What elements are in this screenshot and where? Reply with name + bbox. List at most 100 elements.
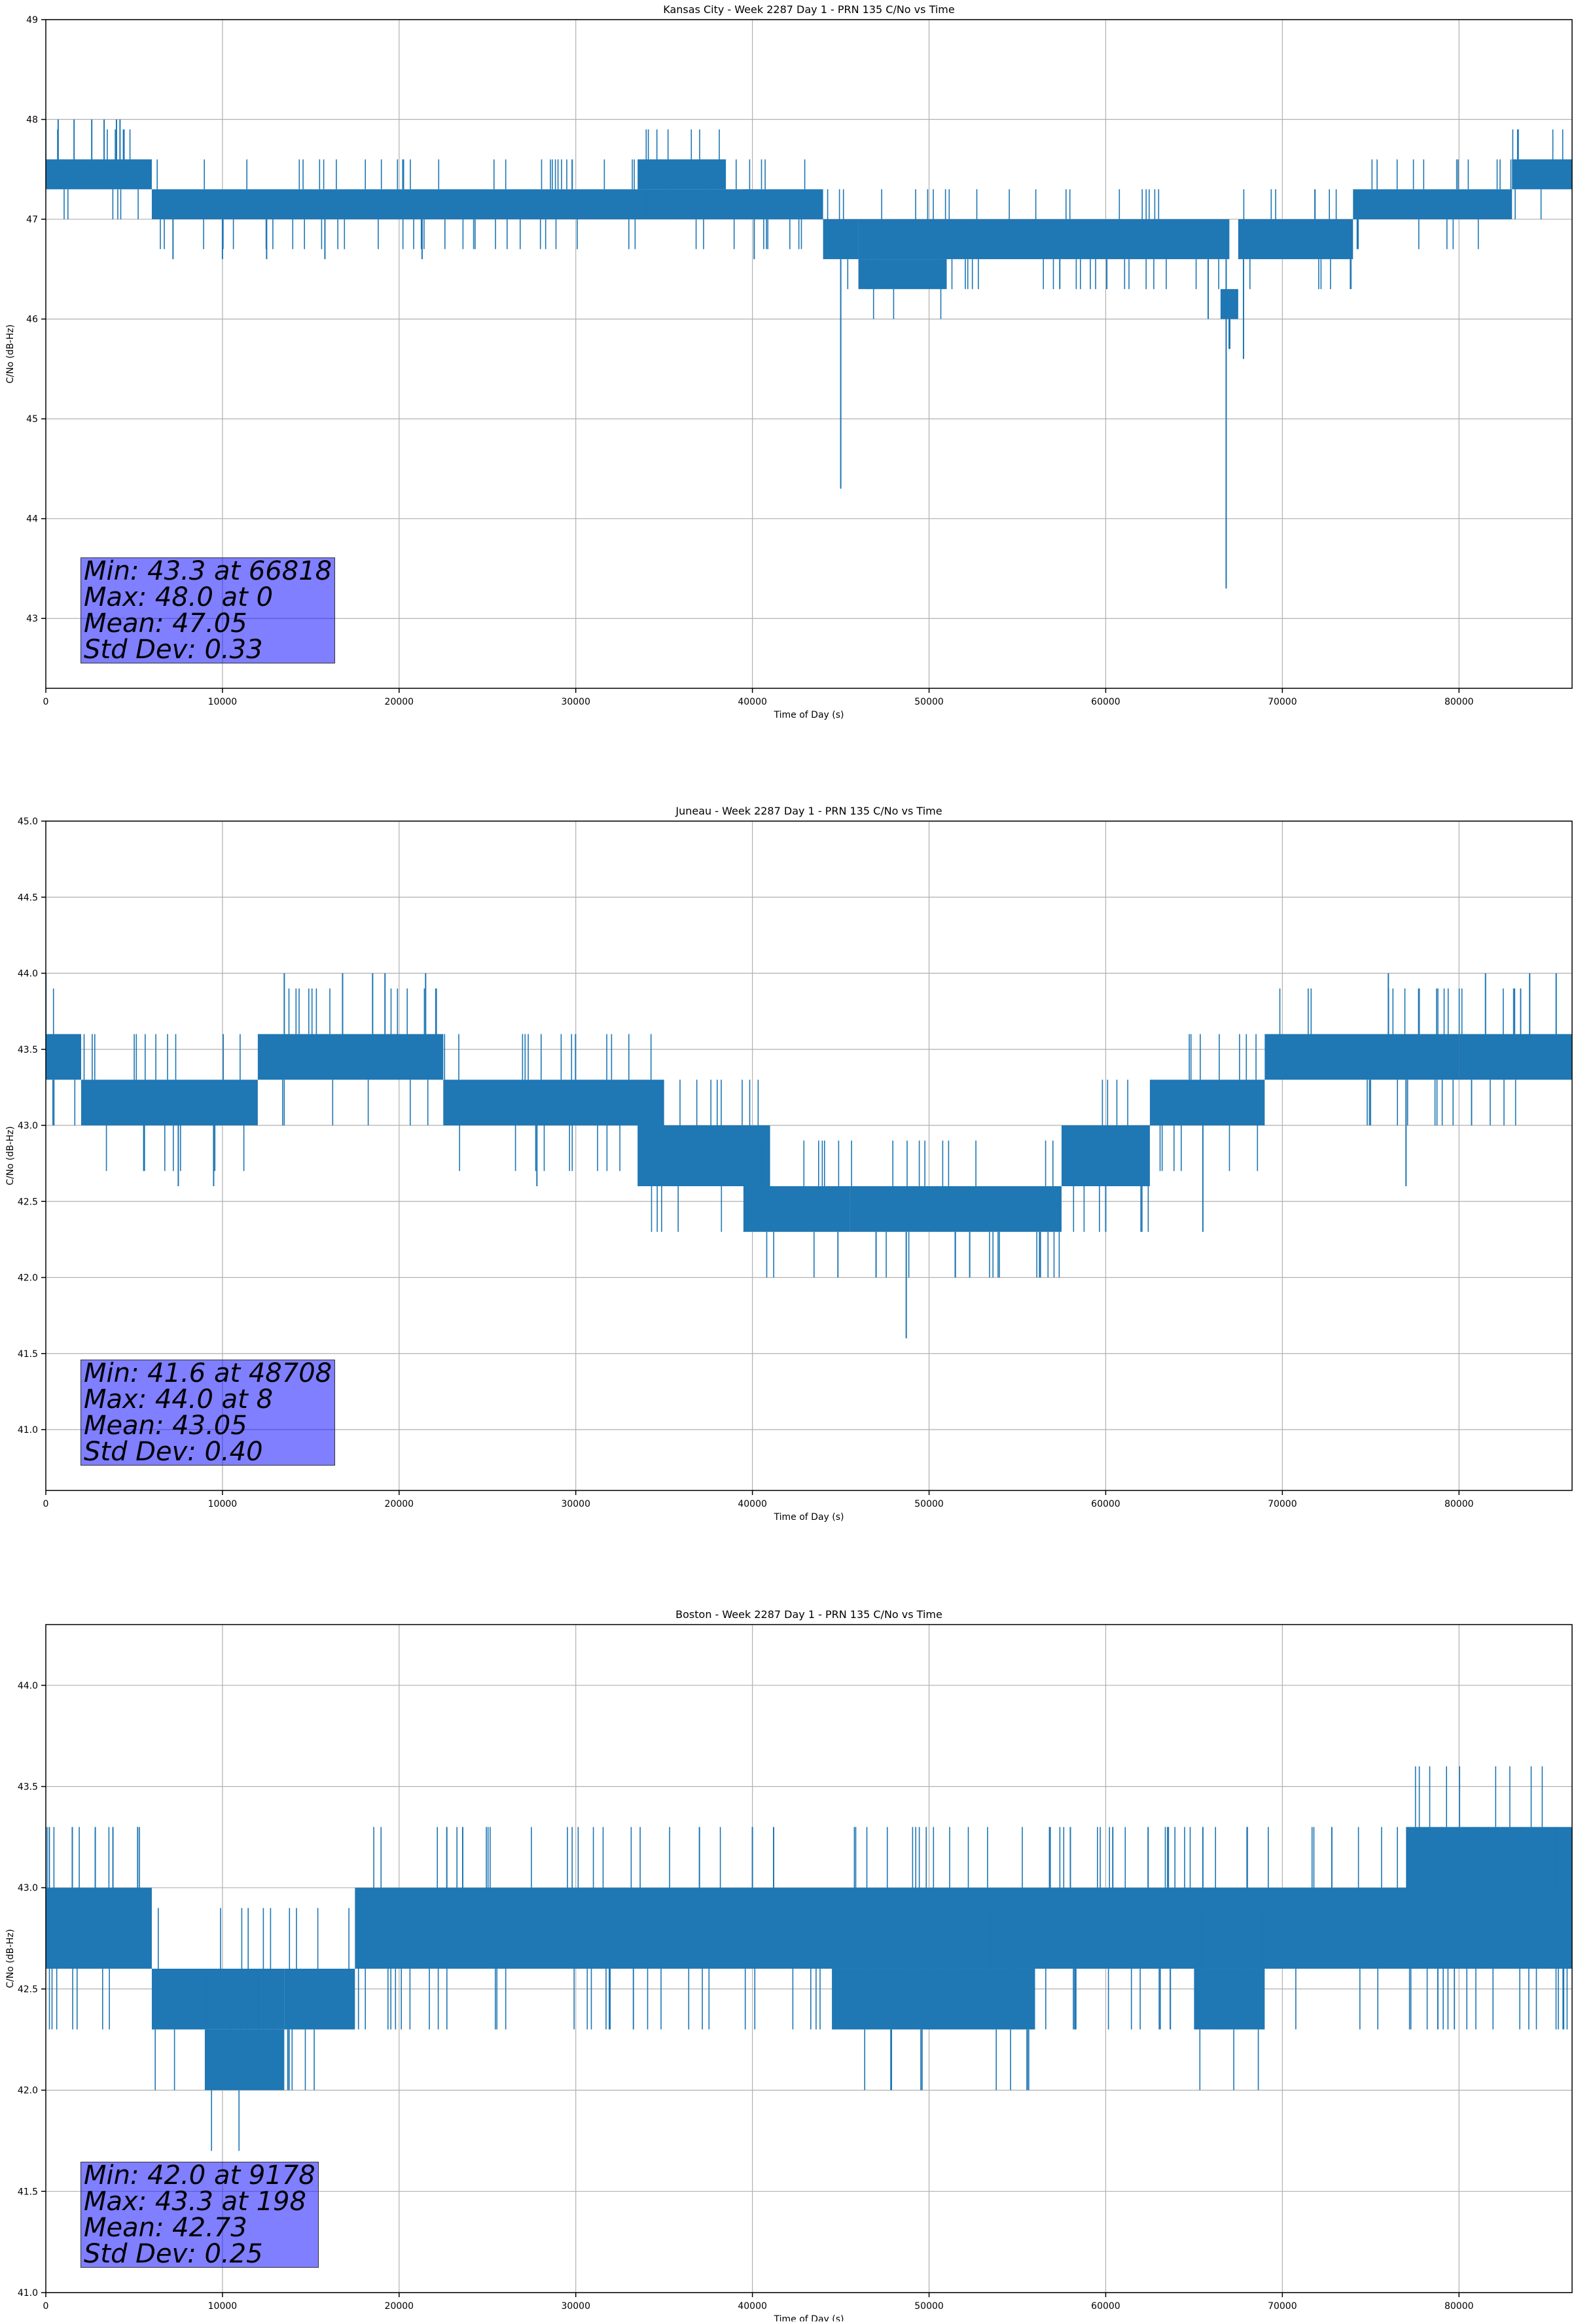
- data-band: [743, 1186, 850, 1232]
- y-tick-label: 46: [26, 315, 38, 325]
- data-band: [151, 189, 753, 220]
- data-jitter: [1279, 988, 1454, 1125]
- y-tick-label: 47: [26, 215, 38, 225]
- y-tick-label: 43.0: [18, 1883, 38, 1893]
- data-band: [1353, 189, 1513, 220]
- x-tick-label: 80000: [1444, 697, 1474, 707]
- data-jitter: [1228, 319, 1230, 349]
- x-tick-label: 30000: [561, 697, 590, 707]
- y-axis-label: C/No (dB-Hz): [5, 325, 16, 383]
- x-tick-label: 40000: [738, 697, 767, 707]
- data-band: [858, 219, 1230, 260]
- data-band: [637, 1125, 770, 1186]
- x-tick-label: 80000: [1444, 2301, 1474, 2312]
- data-jitter: [851, 1140, 1060, 1278]
- data-jitter: [357, 1827, 1568, 2030]
- stats-line: Min: 41.6 at 48708: [84, 1358, 332, 1388]
- data-jitter: [1408, 1766, 1565, 2030]
- x-tick-label: 20000: [385, 2301, 414, 2312]
- data-band: [151, 1968, 285, 2030]
- data-jitter: [1073, 1080, 1149, 1232]
- x-tick-label: 0: [43, 1499, 49, 1509]
- x-tick-label: 10000: [208, 2301, 238, 2312]
- data-band: [46, 1034, 81, 1080]
- x-tick-label: 0: [43, 2301, 49, 2312]
- x-tick-label: 50000: [914, 2301, 944, 2312]
- data-jitter: [1199, 1908, 1263, 2090]
- x-tick-label: 70000: [1268, 1499, 1297, 1509]
- plot-frame: [45, 1624, 1573, 2293]
- y-tick-label: 44.0: [18, 969, 38, 979]
- stats-line: Max: 48.0 at 0: [84, 582, 274, 612]
- stats-line: Max: 44.0 at 8: [84, 1384, 274, 1415]
- series-line: [46, 973, 1572, 1339]
- x-tick-label: 30000: [561, 1499, 590, 1509]
- data-band: [1220, 289, 1238, 319]
- data-band: [81, 1080, 258, 1125]
- data-band: [832, 1968, 1035, 2030]
- y-tick-label: 45: [26, 414, 38, 425]
- data-band: [1061, 1125, 1150, 1186]
- data-jitter: [205, 1969, 274, 2151]
- y-tick-label: 42.0: [18, 2086, 38, 2096]
- y-tick-label: 41.5: [18, 1349, 38, 1360]
- data-band: [355, 1888, 1572, 1969]
- data-jitter: [282, 988, 437, 1125]
- data-jitter: [864, 1908, 1030, 2090]
- data-jitter: [761, 159, 806, 249]
- x-tick-label: 50000: [914, 697, 944, 707]
- chart-title: Boston - Week 2287 Day 1 - PRN 135 C/No …: [675, 1608, 942, 1621]
- data-band: [284, 1968, 355, 2030]
- y-tick-label: 44: [26, 514, 38, 525]
- y-tick-label: 43.0: [18, 1121, 38, 1131]
- series-line: [46, 119, 1572, 589]
- data-band: [443, 1080, 664, 1125]
- data-jitter: [1243, 189, 1352, 289]
- y-tick-label: 42.5: [18, 1984, 38, 1995]
- chart-title: Juneau - Week 2287 Day 1 - PRN 135 C/No …: [675, 805, 942, 817]
- data-jitter: [645, 129, 720, 220]
- stats-line: Std Dev: 0.40: [84, 1437, 263, 1467]
- data-band: [257, 1034, 444, 1080]
- x-tick-label: 70000: [1268, 697, 1297, 707]
- x-tick-label: 10000: [208, 1499, 238, 1509]
- stats-line: Mean: 43.05: [84, 1411, 247, 1441]
- x-tick-label: 40000: [738, 1499, 767, 1509]
- x-tick-label: 30000: [561, 2301, 590, 2312]
- x-tick-label: 60000: [1091, 697, 1120, 707]
- data-band: [1459, 1034, 1572, 1080]
- stats-box: Min: 42.0 at 9178 Max: 43.3 at 198 Mean: 4…: [81, 2162, 319, 2268]
- data-band: [637, 159, 726, 190]
- y-tick-label: 44.0: [18, 1681, 38, 1691]
- stats-line: Max: 43.3 at 198: [84, 2187, 306, 2217]
- chart-panel-1: 0 10000 20000 30000 40000 50000 60000 70000 8000…: [5, 3, 1573, 720]
- data-jitter: [1512, 129, 1564, 220]
- x-tick-label: 20000: [385, 697, 414, 707]
- stats-line: Min: 42.0 at 9178: [84, 2160, 315, 2191]
- data-jitter: [444, 1034, 656, 1171]
- plot-frame: [45, 19, 1573, 689]
- data-band: [823, 219, 859, 260]
- x-tick-label: 0: [43, 697, 49, 707]
- chart-panel-2: 0 10000 20000 30000 40000 50000 60000 70000 8000…: [5, 805, 1573, 1523]
- y-tick-label: 41.0: [18, 1425, 38, 1435]
- data-jitter: [761, 1140, 840, 1278]
- stats-line: Std Dev: 0.25: [84, 2239, 263, 2269]
- data-jitter: [46, 1827, 140, 2030]
- y-tick-label: 45.0: [18, 817, 38, 827]
- x-tick-label: 60000: [1091, 2301, 1120, 2312]
- stats-box: Min: 43.3 at 66818 Max: 48.0 at 0 Mean: 47…: [81, 557, 336, 665]
- x-tick-label: 10000: [208, 697, 238, 707]
- stats-line: Mean: 42.73: [84, 2213, 247, 2243]
- y-tick-label: 43.5: [18, 1045, 38, 1055]
- data-band: [1264, 1034, 1460, 1080]
- x-tick-label: 60000: [1091, 1499, 1120, 1509]
- x-axis-label: Time of Day (s): [774, 1512, 844, 1523]
- series-line: [46, 1766, 1572, 2151]
- stats-line: Std Dev: 0.33: [84, 635, 263, 665]
- chart-title: Kansas City - Week 2287 Day 1 - PRN 135 …: [663, 3, 954, 16]
- data-band: [1512, 159, 1572, 190]
- data-jitter: [1458, 988, 1522, 1125]
- y-tick-label: 43: [26, 614, 38, 624]
